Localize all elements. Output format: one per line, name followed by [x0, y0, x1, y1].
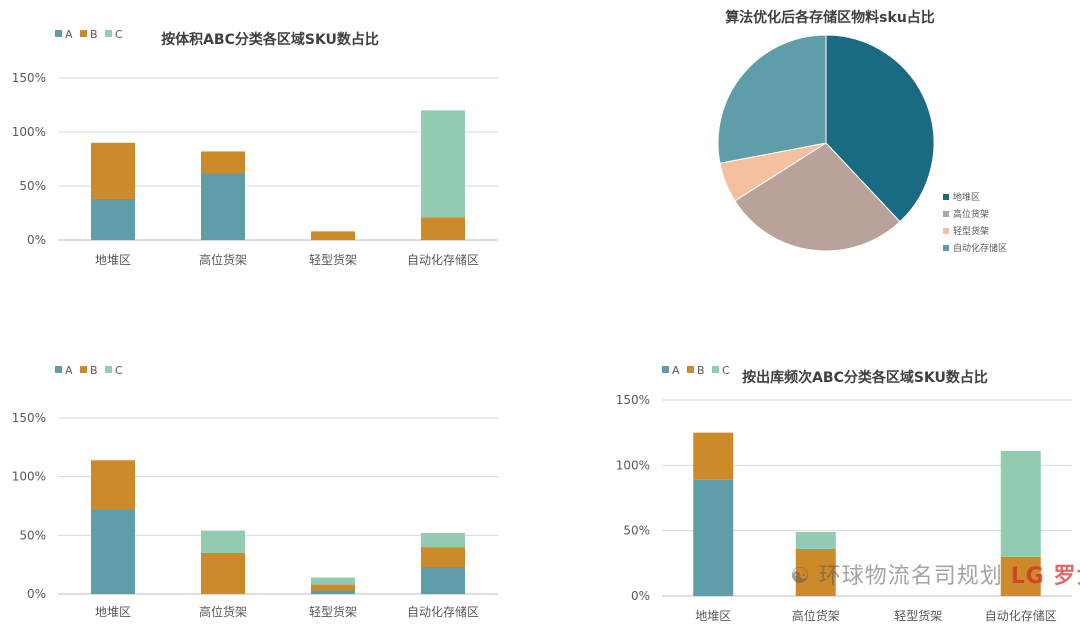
bar-b: [795, 548, 836, 596]
legend-label-c: C: [115, 364, 123, 377]
bar-a: [201, 173, 245, 240]
x-tick-label: 轻型货架: [309, 604, 357, 619]
bar-a: [91, 509, 135, 594]
x-tick-label: 自动化存储区: [407, 604, 479, 619]
legend-swatch-b: [687, 366, 694, 373]
legend-label: 轻型货架: [953, 225, 989, 237]
y-tick-label: 150%: [12, 71, 46, 85]
bar-c: [421, 110, 465, 218]
x-tick-label: 高位货架: [199, 604, 247, 619]
x-tick-label: 地堆区: [695, 609, 731, 623]
watermark-brand: LG 罗戈网: [1010, 564, 1080, 589]
y-tick-label: 100%: [12, 125, 46, 139]
legend-swatch: [943, 194, 949, 200]
x-tick-label: 地堆区: [95, 605, 131, 619]
bar-a: [693, 479, 734, 596]
x-tick-label: 高位货架: [792, 608, 840, 623]
bar-b: [311, 231, 355, 240]
bar-c: [1000, 450, 1041, 557]
legend-swatch-a: [662, 366, 669, 373]
bar-c: [311, 577, 355, 585]
legend-swatch-c: [105, 366, 112, 373]
chart-title: 算法优化后各存储区物料sku占比: [725, 9, 935, 26]
legend-label: 地堆区: [953, 191, 980, 203]
y-tick-label: 150%: [616, 393, 650, 407]
bar-a: [311, 590, 355, 594]
bar-chart-2: A B C 0% 50% 100% 150% 地堆区 高位货架 轻型货架 自动化存储区: [12, 364, 498, 619]
bar-chart-3: 按出库频次ABC分类各区域SKU数占比 A B C 0% 50% 100% 150% 地堆区 高位…: [616, 364, 1072, 623]
legend-swatch: [943, 211, 949, 217]
x-tick-label: 自动化存储区: [985, 608, 1057, 623]
legend-swatch: [943, 228, 949, 234]
legend: A B C: [662, 364, 730, 377]
pie-slice: [734, 142, 901, 252]
x-tick-label: 自动化存储区: [407, 252, 479, 267]
y-tick-label: 50%: [19, 528, 46, 542]
legend-label-c: C: [722, 364, 730, 377]
legend-swatch-b: [80, 366, 87, 373]
legend-swatch-c: [712, 366, 719, 373]
bar-b: [201, 151, 245, 174]
bar-a: [91, 198, 135, 240]
legend-label-b: B: [90, 364, 98, 377]
legend-swatch-b: [80, 30, 87, 37]
y-tick-label: 0%: [631, 589, 650, 603]
legend-label-a: A: [65, 364, 73, 377]
pie-slice: [717, 34, 827, 164]
bar-b: [421, 547, 465, 568]
legend-label-b: B: [90, 28, 98, 41]
y-tick-label: 150%: [12, 411, 46, 425]
legend-swatch-c: [105, 30, 112, 37]
bar-c: [201, 530, 245, 553]
y-tick-label: 100%: [616, 458, 650, 472]
bar-b: [91, 460, 135, 510]
bar-b: [311, 584, 355, 591]
bar-b: [1000, 556, 1041, 596]
watermark: ☯ 环球物流名司规划 LG 罗戈网: [790, 558, 1080, 590]
bar-b: [421, 217, 465, 240]
legend: A B C: [55, 28, 123, 41]
chart-title: 按体积ABC分类各区域SKU数占比: [161, 31, 379, 48]
bar-c: [795, 531, 836, 549]
y-tick-label: 100%: [12, 470, 46, 484]
x-tick-label: 高位货架: [199, 252, 247, 267]
legend-label-a: A: [672, 364, 680, 377]
bar-chart-0: 按体积ABC分类各区域SKU数占比 A B C 0% 50% 100% 150% 地堆区 高位货架…: [12, 28, 498, 267]
bar-b: [91, 142, 135, 199]
legend: A B C: [55, 364, 123, 377]
legend-label: 高位货架: [953, 208, 989, 220]
legend-label-b: B: [697, 364, 705, 377]
watermark-icon: ☯: [790, 564, 811, 589]
legend-label: 自动化存储区: [953, 242, 1007, 254]
legend-swatch-a: [55, 30, 62, 37]
chart-title: 按出库频次ABC分类各区域SKU数占比: [742, 369, 988, 386]
y-tick-label: 0%: [27, 233, 46, 247]
x-tick-label: 轻型货架: [309, 252, 357, 267]
bar-c: [421, 532, 465, 548]
x-tick-label: 轻型货架: [894, 608, 942, 623]
bar-a: [421, 567, 465, 594]
x-tick-label: 地堆区: [95, 253, 131, 267]
legend-label-c: C: [115, 28, 123, 41]
legend-swatch-a: [55, 366, 62, 373]
y-tick-label: 50%: [623, 524, 650, 538]
legend-label-a: A: [65, 28, 73, 41]
pie-slice: [825, 34, 935, 223]
y-tick-label: 50%: [19, 179, 46, 193]
watermark-text: 环球物流名司规划: [818, 564, 1003, 589]
bar-b: [693, 432, 734, 480]
legend-swatch: [943, 245, 949, 251]
bar-b: [201, 552, 245, 594]
y-tick-label: 0%: [27, 587, 46, 601]
